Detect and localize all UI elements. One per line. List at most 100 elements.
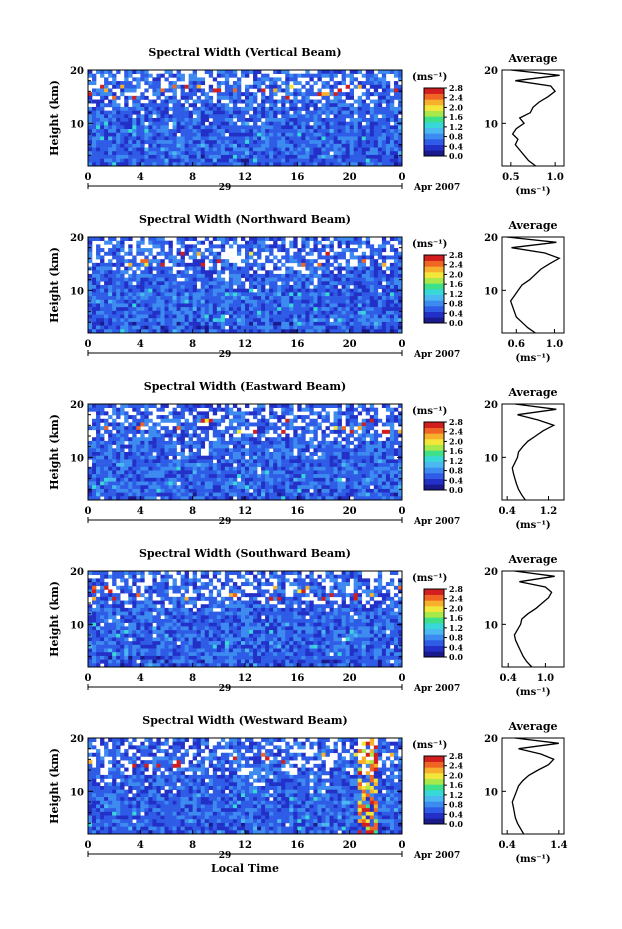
heatmap-cell <box>297 154 302 159</box>
heatmap-cell <box>132 299 137 304</box>
heatmap-cell <box>124 151 129 156</box>
heatmap-cell <box>253 147 258 152</box>
heatmap-cell <box>108 118 113 122</box>
heatmap-cell <box>164 444 169 449</box>
heatmap-cell <box>128 114 133 119</box>
heatmap-cell <box>325 110 330 115</box>
heatmap-cell <box>277 99 282 104</box>
heatmap-cell <box>172 136 177 141</box>
heatmap-cell <box>140 262 145 267</box>
heatmap-cell <box>140 470 145 475</box>
heatmap-cell <box>377 255 383 260</box>
heatmap-cell <box>269 136 274 141</box>
heatmap-cell <box>132 448 137 453</box>
heatmap-cell <box>337 106 342 111</box>
heatmap-cell <box>245 452 250 456</box>
heatmap-cell <box>224 415 230 420</box>
heatmap-cell <box>397 321 403 326</box>
heatmap-cell <box>285 444 290 449</box>
heatmap-cell <box>289 299 294 304</box>
heatmap-cell <box>377 418 383 423</box>
heatmap-cell <box>168 95 173 100</box>
heatmap-cell <box>156 325 161 330</box>
heatmap-cell <box>168 244 173 249</box>
heatmap-cell <box>281 474 286 479</box>
heatmap-cell <box>245 296 250 301</box>
heatmap-cell <box>285 440 290 445</box>
heatmap-cell <box>389 143 395 148</box>
heatmap-cell <box>152 151 157 156</box>
heatmap-cell <box>329 158 334 163</box>
heatmap-cell <box>196 426 202 431</box>
heatmap-cell <box>208 151 214 156</box>
heatmap-cell <box>124 426 129 431</box>
heatmap-cell <box>232 404 238 408</box>
heatmap-cell <box>385 310 391 315</box>
heatmap-cell <box>180 147 185 152</box>
panel-2: Spectral Width (Northward Beam)1020Heigh… <box>48 213 565 364</box>
heatmap-cell <box>116 459 121 464</box>
heatmap-cell <box>285 285 290 289</box>
heatmap-cell <box>293 437 298 442</box>
heatmap-cell <box>164 240 169 245</box>
average-x-tick-label: 1.0 <box>546 339 563 350</box>
heatmap-cell <box>116 303 121 308</box>
heatmap-cell <box>357 266 363 271</box>
heatmap-cell <box>253 329 258 334</box>
heatmap-cell <box>196 448 202 453</box>
heatmap-cell <box>236 296 242 301</box>
heatmap-cell <box>289 140 294 145</box>
heatmap-cell <box>88 114 93 119</box>
heatmap-cell <box>132 325 137 330</box>
heatmap-cell <box>208 477 214 482</box>
heatmap-cell <box>132 95 137 100</box>
heatmap-cell <box>204 325 210 330</box>
heatmap-cell <box>341 81 346 86</box>
heatmap-cell <box>104 318 109 323</box>
heatmap-cell <box>184 444 189 449</box>
heatmap-cell <box>301 121 306 126</box>
heatmap-cell <box>385 140 391 145</box>
heatmap-cell <box>124 99 129 104</box>
heatmap-cell <box>257 136 262 141</box>
heatmap-cell <box>365 121 371 126</box>
heatmap-cell <box>361 99 367 104</box>
heatmap-cell <box>156 259 161 264</box>
heatmap-cell <box>325 262 330 267</box>
heatmap-cell <box>128 329 133 334</box>
heatmap-cell <box>257 288 262 293</box>
heatmap-cell <box>261 296 266 301</box>
heatmap-cell <box>337 296 342 301</box>
heatmap-cell <box>257 77 262 82</box>
heatmap-cell <box>249 244 254 249</box>
heatmap-cell <box>309 84 314 89</box>
heatmap-cell <box>313 259 318 264</box>
heatmap-cell <box>389 310 395 315</box>
heatmap-cell <box>188 452 193 456</box>
heatmap-cell <box>128 158 133 163</box>
heatmap-cell <box>240 266 246 271</box>
heatmap-cell <box>220 433 226 438</box>
heatmap-cell <box>96 415 101 420</box>
heatmap-cell <box>176 411 181 416</box>
heatmap-cell <box>245 147 250 152</box>
heatmap-cell <box>172 273 177 278</box>
heatmap-cell <box>281 277 286 282</box>
heatmap-cell <box>349 118 354 122</box>
heatmap-cell <box>160 92 165 97</box>
heatmap-cell <box>200 477 206 482</box>
heatmap-cell <box>148 266 153 271</box>
heatmap-cell <box>124 321 129 326</box>
heatmap-cell <box>337 448 342 453</box>
heatmap-cell <box>357 466 363 471</box>
heatmap-cell <box>196 121 202 126</box>
heatmap-cell <box>228 426 234 431</box>
heatmap-cell <box>261 303 266 308</box>
heatmap-cell <box>180 474 185 479</box>
heatmap-cell <box>172 303 177 308</box>
heatmap-cell <box>204 114 210 119</box>
heatmap-cell <box>168 151 173 156</box>
heatmap-cell <box>269 459 274 464</box>
heatmap-cell <box>124 303 129 308</box>
heatmap-cell <box>220 440 226 445</box>
